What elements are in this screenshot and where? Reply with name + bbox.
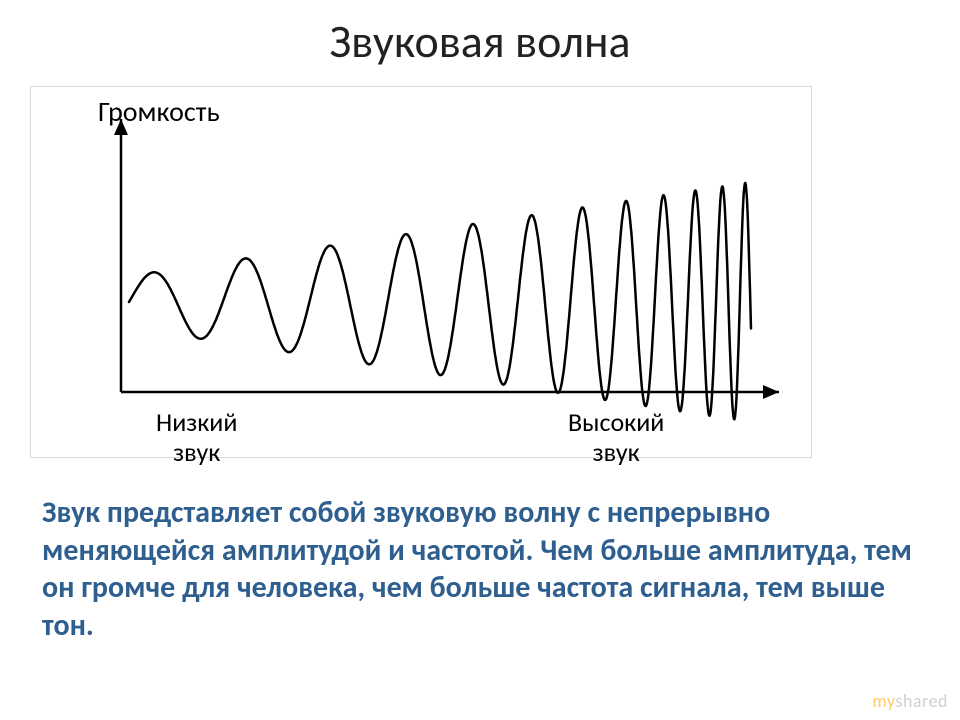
waveform-chart — [30, 86, 812, 458]
slide: Звуковая волна Громкость Низкий звук Выс… — [0, 0, 960, 720]
description-lead: Звук — [42, 494, 100, 531]
high-line1: Высокий — [568, 406, 664, 438]
low-line1: Низкий — [156, 406, 237, 438]
y-axis-label: Громкость — [98, 94, 220, 129]
low-line2: звук — [173, 436, 220, 468]
description-rest: представляет собой звуковую волну с непр… — [42, 494, 912, 644]
watermark-part2: shared — [895, 690, 948, 712]
low-sound-label: Низкий звук — [156, 408, 237, 468]
high-line2: звук — [593, 436, 640, 468]
watermark: myshared — [872, 690, 948, 712]
watermark-part1: my — [872, 690, 895, 712]
waveform-svg — [31, 87, 811, 457]
high-sound-label: Высокий звук — [568, 408, 664, 468]
description-text: Звук представляет собой звуковую волну с… — [42, 494, 912, 644]
page-title: Звуковая волна — [0, 14, 960, 70]
